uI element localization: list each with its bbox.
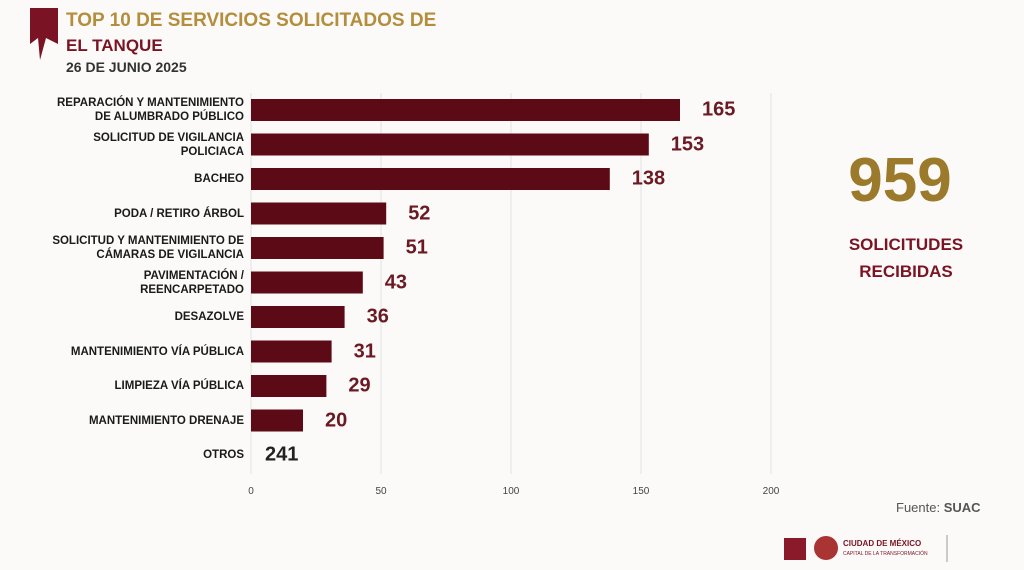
bar <box>251 168 610 190</box>
y-tick-label: SOLICITUD DE VIGILANCIA POLICIACA <box>93 131 244 158</box>
logo <box>784 538 806 560</box>
value-label: 52 <box>408 202 431 224</box>
x-tick-label: 150 <box>632 486 650 497</box>
chart-subtitle: 26 DE JUNIO 2025 <box>66 59 187 75</box>
x-tick-label: 0 <box>248 486 254 497</box>
chart-title-place: EL TANQUE <box>66 36 163 55</box>
value-label: 153 <box>670 133 705 155</box>
value-label: 20 <box>325 409 348 431</box>
value-label: 51 <box>405 236 428 259</box>
y-tick-label: MANTENIMIENTO DRENAJE <box>88 414 244 427</box>
x-tick-label: 50 <box>375 486 387 497</box>
y-tick-label: DESAZOLVE <box>174 311 244 323</box>
y-tick-label: MANTENIMIENTO VÍA PÚBLICA <box>70 345 244 358</box>
value-label: 241 <box>265 443 299 466</box>
logo <box>814 536 838 560</box>
y-tick-label: SOLICITUD Y MANTENIMIENTO DE CÁMARAS DE … <box>52 235 244 261</box>
bar <box>251 133 649 156</box>
y-tick-label: PAVIMENTACIÓN / REENCARPETADO <box>140 269 244 296</box>
y-tick-label: OTROS <box>203 449 244 461</box>
bar <box>251 99 680 121</box>
bar <box>251 306 345 328</box>
y-tick-label: PODA / RETIRO ÁRBOL <box>114 207 244 220</box>
total-label: SOLICITUDES RECIBIDAS <box>848 235 964 281</box>
y-tick-label: LIMPIEZA VÍA PÚBLICA <box>114 380 244 392</box>
logo-flag <box>30 8 58 60</box>
value-label: 36 <box>366 305 389 328</box>
bar <box>251 271 363 294</box>
value-label: 43 <box>384 271 408 293</box>
total: 959 <box>848 146 952 215</box>
source-name: SUAC <box>943 500 981 515</box>
bar <box>251 202 387 225</box>
footer-text: CIUDAD DE MÉXICO <box>843 539 922 548</box>
bar <box>251 237 384 259</box>
value-label: 29 <box>348 374 371 397</box>
bar <box>251 409 303 432</box>
y-tick-label: BACHEO <box>194 173 244 185</box>
x-tick-label: 200 <box>762 486 780 497</box>
value-label: 31 <box>353 340 376 362</box>
chart-title: TOP 10 DE SERVICIOS SOLICITADOS DE <box>66 10 437 31</box>
value-label: 165 <box>702 98 736 121</box>
bar <box>251 340 332 363</box>
x-tick-label: 100 <box>502 486 520 497</box>
source-prefix: Fuente: <box>896 500 941 515</box>
y-tick-label: REPARACIÓN Y MANTENIMIENTO DE ALUMBRADO … <box>57 97 244 123</box>
source: Fuente: SUAC <box>896 500 981 515</box>
bar <box>251 375 327 397</box>
value-label: 138 <box>631 167 666 190</box>
footer-text: CAPITAL DE LA TRANSFORMACIÓN <box>843 551 928 557</box>
